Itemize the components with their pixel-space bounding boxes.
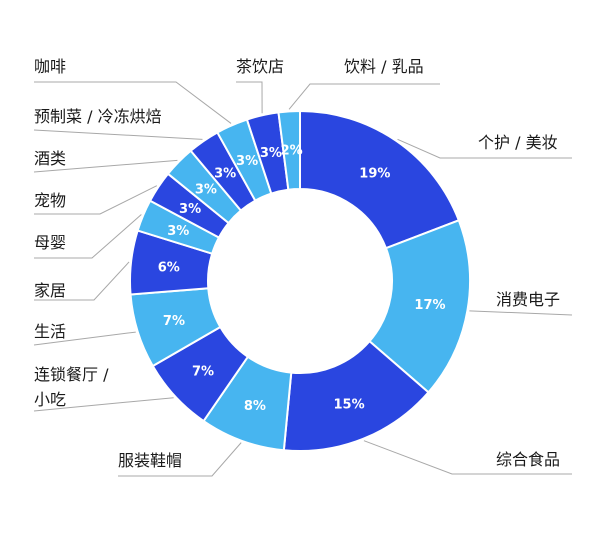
slice-value-label: 3% (214, 166, 236, 181)
leader-line (34, 81, 232, 124)
slice-value-label: 7% (163, 314, 185, 329)
slice-value-label: 7% (192, 365, 214, 380)
category-label: 小吃 (34, 390, 66, 409)
category-label: 家居 (34, 281, 66, 300)
donut-slices (129, 109, 471, 452)
leader-line (33, 331, 136, 346)
category-label: 预制菜 / 冷冻烘焙 (34, 107, 162, 126)
category-label: 母婴 (34, 233, 66, 252)
slice-value-label: 8% (244, 399, 266, 414)
leader-line (236, 81, 263, 114)
donut-slice (299, 109, 461, 250)
leader-line (34, 261, 130, 301)
slice-value-label: 3% (236, 154, 258, 169)
category-label: 消费电子 (496, 290, 560, 309)
leader-line (118, 442, 242, 477)
slice-value-label: 3% (195, 182, 217, 197)
leader-line (33, 129, 203, 140)
leader-line (34, 214, 142, 259)
category-label: 综合食品 (496, 450, 560, 469)
category-label: 茶饮店 (236, 57, 284, 76)
category-label: 服装鞋帽 (118, 451, 182, 470)
slice-value-label: 15% (333, 398, 364, 413)
leader-line (363, 440, 572, 475)
leader-line (33, 159, 178, 173)
slice-value-label: 19% (359, 166, 390, 181)
slice-value-label: 3% (167, 224, 189, 239)
slice-value-labels: 19%17%15%8%7%7%6%3%3%3%3%3%3%2% (158, 143, 446, 414)
slice-value-label: 2% (281, 143, 303, 158)
leader-line (33, 397, 174, 412)
slice-value-label: 3% (179, 202, 201, 217)
category-label: 咖啡 (34, 57, 66, 76)
category-label: 宠物 (34, 191, 66, 210)
slice-value-label: 3% (260, 146, 282, 161)
leader-line (469, 310, 573, 316)
leader-line (397, 138, 572, 159)
category-label: 生活 (34, 322, 66, 341)
leader-lines (33, 81, 573, 477)
leader-line (288, 83, 440, 110)
category-label: 个护 / 美妆 (478, 133, 558, 152)
category-label: 饮料 / 乳品 (344, 57, 424, 76)
donut-slice (277, 109, 301, 191)
slice-value-label: 6% (158, 260, 180, 275)
leader-line (34, 185, 158, 215)
slice-value-label: 17% (414, 298, 445, 313)
category-label: 连锁餐厅 / (34, 365, 109, 384)
category-label: 酒类 (34, 149, 66, 168)
